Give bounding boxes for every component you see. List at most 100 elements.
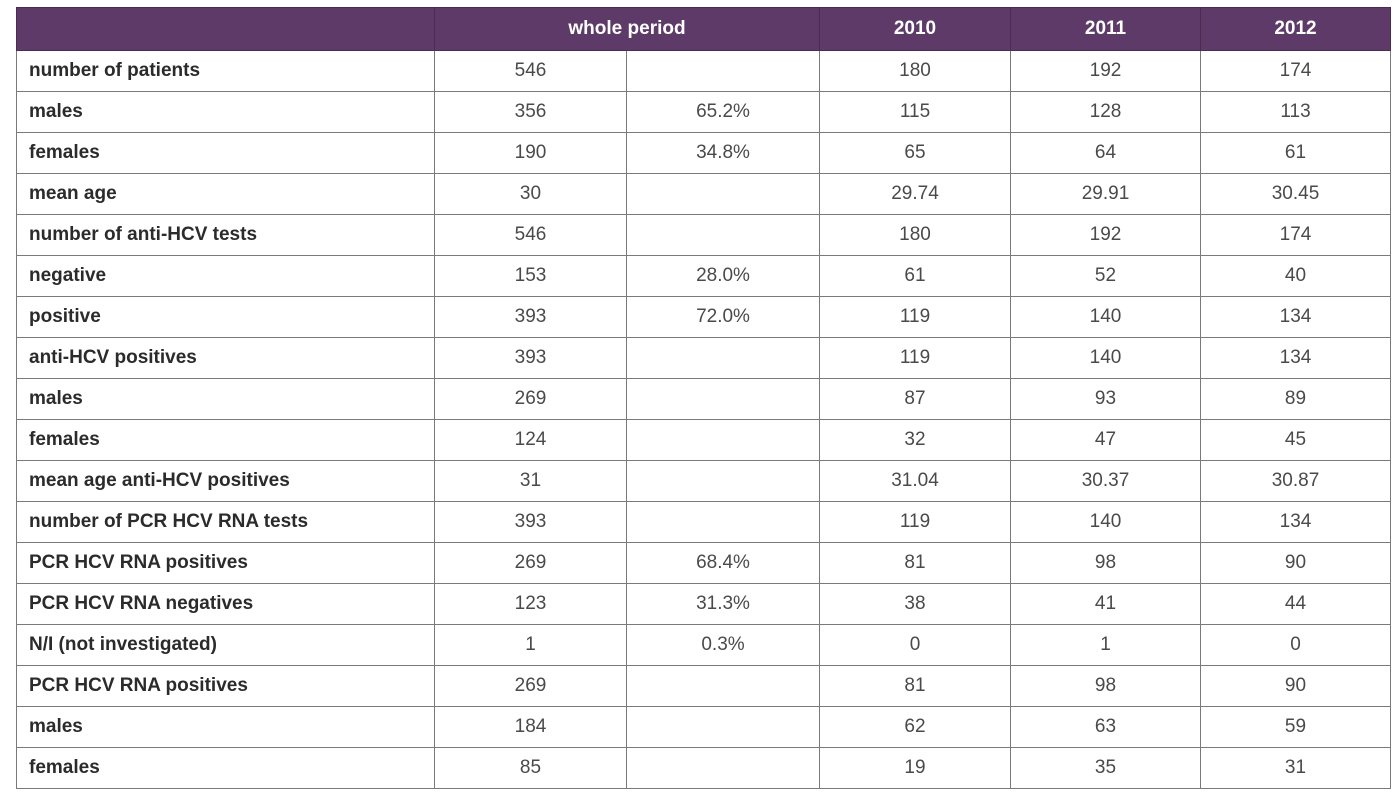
cell-whole-period: 184 bbox=[434, 706, 627, 748]
cell-2011: 192 bbox=[1010, 50, 1201, 92]
cell-2012: 40 bbox=[1200, 255, 1391, 297]
cell-whole-period-pct: 72.0% bbox=[626, 296, 820, 338]
cell-2010: 115 bbox=[819, 91, 1011, 133]
cell-2010: 31.04 bbox=[819, 460, 1011, 502]
cell-whole-period: 356 bbox=[434, 91, 627, 133]
cell-2010: 119 bbox=[819, 337, 1011, 379]
cell-whole-period-pct bbox=[626, 665, 820, 707]
table-row: number of PCR HCV RNA tests 393 119 140 134 bbox=[16, 501, 1391, 543]
cell-2011: 64 bbox=[1010, 132, 1201, 174]
cell-whole-period: 393 bbox=[434, 337, 627, 379]
table-row: females 190 34.8% 65 64 61 bbox=[16, 132, 1391, 174]
cell-whole-period-pct bbox=[626, 378, 820, 420]
row-label: males bbox=[16, 91, 435, 133]
table-row: mean age 30 29.74 29.91 30.45 bbox=[16, 173, 1391, 215]
table-row: anti-HCV positives 393 119 140 134 bbox=[16, 337, 1391, 379]
table-row: females 85 19 35 31 bbox=[16, 747, 1391, 789]
table-row: number of patients 546 180 192 174 bbox=[16, 50, 1391, 92]
cell-whole-period: 123 bbox=[434, 583, 627, 625]
cell-2010: 19 bbox=[819, 747, 1011, 789]
cell-2010: 62 bbox=[819, 706, 1011, 748]
cell-2012: 113 bbox=[1200, 91, 1391, 133]
row-label: females bbox=[16, 419, 435, 461]
hcv-data-table: whole period 2010 2011 2012 number of pa… bbox=[16, 7, 1391, 789]
cell-2011: 1 bbox=[1010, 624, 1201, 666]
cell-2010: 87 bbox=[819, 378, 1011, 420]
cell-2012: 61 bbox=[1200, 132, 1391, 174]
cell-whole-period: 269 bbox=[434, 378, 627, 420]
header-year-2012: 2012 bbox=[1200, 7, 1391, 51]
header-year-2010: 2010 bbox=[819, 7, 1011, 51]
cell-whole-period: 85 bbox=[434, 747, 627, 789]
cell-2012: 90 bbox=[1200, 542, 1391, 584]
table-row: males 184 62 63 59 bbox=[16, 706, 1391, 748]
cell-whole-period: 190 bbox=[434, 132, 627, 174]
row-label: PCR HCV RNA positives bbox=[16, 665, 435, 707]
cell-2010: 81 bbox=[819, 665, 1011, 707]
row-label: anti-HCV positives bbox=[16, 337, 435, 379]
cell-whole-period: 153 bbox=[434, 255, 627, 297]
cell-whole-period-pct bbox=[626, 419, 820, 461]
row-label: females bbox=[16, 132, 435, 174]
cell-whole-period-pct bbox=[626, 214, 820, 256]
cell-2011: 30.37 bbox=[1010, 460, 1201, 502]
cell-2012: 31 bbox=[1200, 747, 1391, 789]
cell-whole-period-pct: 31.3% bbox=[626, 583, 820, 625]
cell-2011: 98 bbox=[1010, 665, 1201, 707]
table-row: males 356 65.2% 115 128 113 bbox=[16, 91, 1391, 133]
cell-2012: 59 bbox=[1200, 706, 1391, 748]
cell-whole-period: 30 bbox=[434, 173, 627, 215]
cell-2012: 0 bbox=[1200, 624, 1391, 666]
row-label: mean age anti-HCV positives bbox=[16, 460, 435, 502]
cell-2011: 98 bbox=[1010, 542, 1201, 584]
cell-whole-period-pct bbox=[626, 460, 820, 502]
cell-2010: 180 bbox=[819, 50, 1011, 92]
cell-2010: 119 bbox=[819, 501, 1011, 543]
cell-whole-period-pct bbox=[626, 747, 820, 789]
cell-2011: 128 bbox=[1010, 91, 1201, 133]
cell-whole-period-pct bbox=[626, 173, 820, 215]
cell-2011: 63 bbox=[1010, 706, 1201, 748]
cell-whole-period-pct bbox=[626, 337, 820, 379]
cell-2012: 134 bbox=[1200, 296, 1391, 338]
cell-2012: 174 bbox=[1200, 214, 1391, 256]
cell-2012: 44 bbox=[1200, 583, 1391, 625]
cell-whole-period: 124 bbox=[434, 419, 627, 461]
table-row: PCR HCV RNA positives 269 68.4% 81 98 90 bbox=[16, 542, 1391, 584]
header-year-2011: 2011 bbox=[1010, 7, 1201, 51]
table-body: number of patients 546 180 192 174 males 356 65… bbox=[16, 50, 1391, 789]
cell-whole-period: 269 bbox=[434, 542, 627, 584]
cell-2010: 38 bbox=[819, 583, 1011, 625]
cell-2011: 52 bbox=[1010, 255, 1201, 297]
row-label: PCR HCV RNA negatives bbox=[16, 583, 435, 625]
row-label: number of anti-HCV tests bbox=[16, 214, 435, 256]
cell-2012: 89 bbox=[1200, 378, 1391, 420]
cell-2011: 140 bbox=[1010, 501, 1201, 543]
cell-2012: 90 bbox=[1200, 665, 1391, 707]
row-label: negative bbox=[16, 255, 435, 297]
cell-2010: 0 bbox=[819, 624, 1011, 666]
row-label: PCR HCV RNA positives bbox=[16, 542, 435, 584]
cell-2010: 81 bbox=[819, 542, 1011, 584]
cell-2011: 47 bbox=[1010, 419, 1201, 461]
cell-2010: 32 bbox=[819, 419, 1011, 461]
table-row: number of anti-HCV tests 546 180 192 174 bbox=[16, 214, 1391, 256]
table-row: mean age anti-HCV positives 31 31.04 30.37 3… bbox=[16, 460, 1391, 502]
cell-2011: 192 bbox=[1010, 214, 1201, 256]
cell-whole-period: 269 bbox=[434, 665, 627, 707]
cell-2011: 140 bbox=[1010, 337, 1201, 379]
row-label: positive bbox=[16, 296, 435, 338]
header-label-cell bbox=[16, 7, 435, 51]
cell-whole-period: 1 bbox=[434, 624, 627, 666]
cell-2012: 45 bbox=[1200, 419, 1391, 461]
cell-whole-period-pct: 65.2% bbox=[626, 91, 820, 133]
cell-whole-period-pct bbox=[626, 501, 820, 543]
cell-2012: 30.87 bbox=[1200, 460, 1391, 502]
table-row: females 124 32 47 45 bbox=[16, 419, 1391, 461]
row-label: males bbox=[16, 378, 435, 420]
cell-2010: 180 bbox=[819, 214, 1011, 256]
row-label: number of PCR HCV RNA tests bbox=[16, 501, 435, 543]
cell-2012: 134 bbox=[1200, 337, 1391, 379]
cell-whole-period: 393 bbox=[434, 501, 627, 543]
cell-whole-period: 31 bbox=[434, 460, 627, 502]
